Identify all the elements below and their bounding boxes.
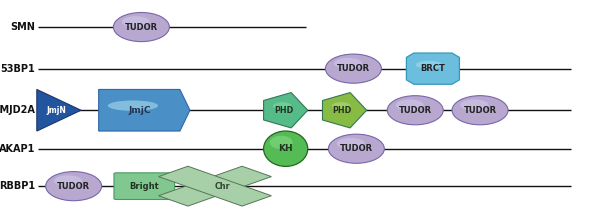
Ellipse shape (273, 102, 292, 110)
Polygon shape (263, 93, 307, 128)
Text: JMJD2A: JMJD2A (0, 105, 35, 115)
Ellipse shape (334, 58, 362, 69)
Ellipse shape (54, 175, 82, 186)
Text: TUDOR: TUDOR (464, 106, 497, 115)
Ellipse shape (452, 96, 508, 125)
Ellipse shape (270, 136, 293, 149)
Polygon shape (323, 93, 366, 128)
Text: SMN: SMN (11, 22, 35, 32)
Text: Bright: Bright (130, 182, 159, 191)
Polygon shape (406, 53, 459, 84)
Text: TUDOR: TUDOR (57, 182, 90, 191)
Text: AKAP1: AKAP1 (0, 144, 35, 154)
Text: 53BP1: 53BP1 (1, 64, 35, 74)
Ellipse shape (122, 16, 150, 27)
Text: KH: KH (279, 144, 293, 153)
Polygon shape (37, 89, 81, 131)
Ellipse shape (113, 12, 170, 42)
Text: TUDOR: TUDOR (337, 64, 370, 73)
Text: JmjC: JmjC (128, 106, 151, 115)
Text: Chr: Chr (214, 182, 230, 191)
Ellipse shape (325, 54, 382, 83)
Ellipse shape (396, 99, 423, 110)
Text: BRCT: BRCT (421, 64, 445, 73)
Text: RBBP1: RBBP1 (0, 181, 35, 191)
Polygon shape (158, 166, 272, 206)
Ellipse shape (328, 134, 384, 163)
Ellipse shape (46, 172, 101, 201)
Text: JmjN: JmjN (47, 106, 67, 115)
Text: TUDOR: TUDOR (340, 144, 373, 153)
Ellipse shape (416, 61, 442, 69)
Ellipse shape (264, 131, 307, 166)
Ellipse shape (108, 100, 158, 111)
Text: PHD: PHD (274, 106, 293, 115)
Ellipse shape (388, 96, 444, 125)
Ellipse shape (332, 102, 350, 110)
Ellipse shape (461, 99, 488, 110)
Polygon shape (158, 166, 272, 206)
FancyBboxPatch shape (114, 173, 174, 199)
Text: PHD: PHD (333, 106, 352, 115)
Text: TUDOR: TUDOR (125, 22, 158, 32)
Text: TUDOR: TUDOR (399, 106, 432, 115)
Ellipse shape (337, 138, 365, 149)
Polygon shape (98, 89, 190, 131)
